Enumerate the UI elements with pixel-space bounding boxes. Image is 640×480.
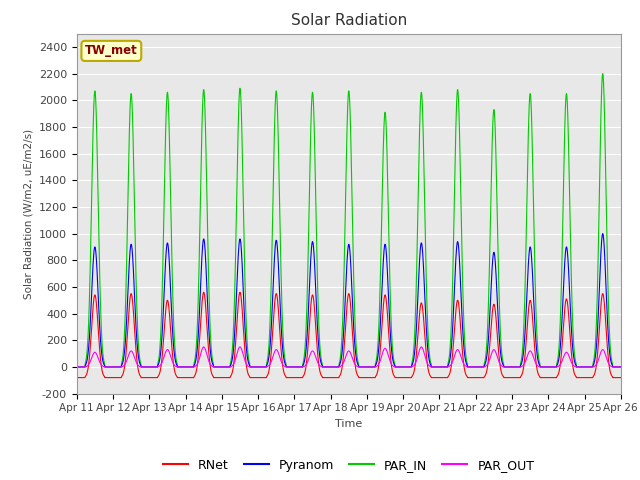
Legend: RNet, Pyranom, PAR_IN, PAR_OUT: RNet, Pyranom, PAR_IN, PAR_OUT xyxy=(158,454,540,477)
Pyranom xyxy=(599,231,607,237)
RNet xyxy=(329,375,337,381)
X-axis label: Time: Time xyxy=(335,419,362,429)
RNet xyxy=(502,375,509,381)
Y-axis label: Solar Radiation (W/m2, uE/m2/s): Solar Radiation (W/m2, uE/m2/s) xyxy=(23,129,33,299)
PAR_IN xyxy=(471,364,479,370)
Text: TW_met: TW_met xyxy=(85,44,138,58)
RNet xyxy=(441,375,449,381)
PAR_IN xyxy=(171,339,179,345)
RNet xyxy=(471,375,479,381)
PAR_IN xyxy=(617,364,625,370)
Line: PAR_OUT: PAR_OUT xyxy=(77,347,621,367)
Pyranom xyxy=(502,364,509,370)
Pyranom xyxy=(617,364,625,370)
RNet xyxy=(617,375,625,381)
Line: Pyranom: Pyranom xyxy=(77,234,621,367)
PAR_IN xyxy=(328,364,336,370)
RNet xyxy=(171,368,179,373)
Pyranom xyxy=(171,353,179,359)
Pyranom xyxy=(440,364,448,370)
Line: PAR_IN: PAR_IN xyxy=(77,73,621,367)
PAR_OUT xyxy=(73,364,81,370)
Pyranom xyxy=(73,364,81,370)
PAR_IN xyxy=(502,364,509,370)
PAR_IN xyxy=(73,364,81,370)
PAR_OUT xyxy=(441,364,449,370)
PAR_OUT xyxy=(329,364,337,370)
PAR_OUT xyxy=(471,364,479,370)
PAR_IN xyxy=(616,364,624,370)
PAR_IN xyxy=(440,364,448,370)
Title: Solar Radiation: Solar Radiation xyxy=(291,13,407,28)
Pyranom xyxy=(616,364,624,370)
PAR_OUT xyxy=(200,344,207,350)
PAR_OUT xyxy=(617,364,625,370)
PAR_OUT xyxy=(616,364,624,370)
PAR_OUT xyxy=(502,364,509,370)
RNet xyxy=(200,289,207,295)
Line: RNet: RNet xyxy=(77,292,621,378)
RNet xyxy=(616,375,624,381)
PAR_OUT xyxy=(171,362,179,368)
Pyranom xyxy=(328,364,336,370)
Pyranom xyxy=(471,364,479,370)
RNet xyxy=(73,375,81,381)
PAR_IN xyxy=(599,71,607,76)
